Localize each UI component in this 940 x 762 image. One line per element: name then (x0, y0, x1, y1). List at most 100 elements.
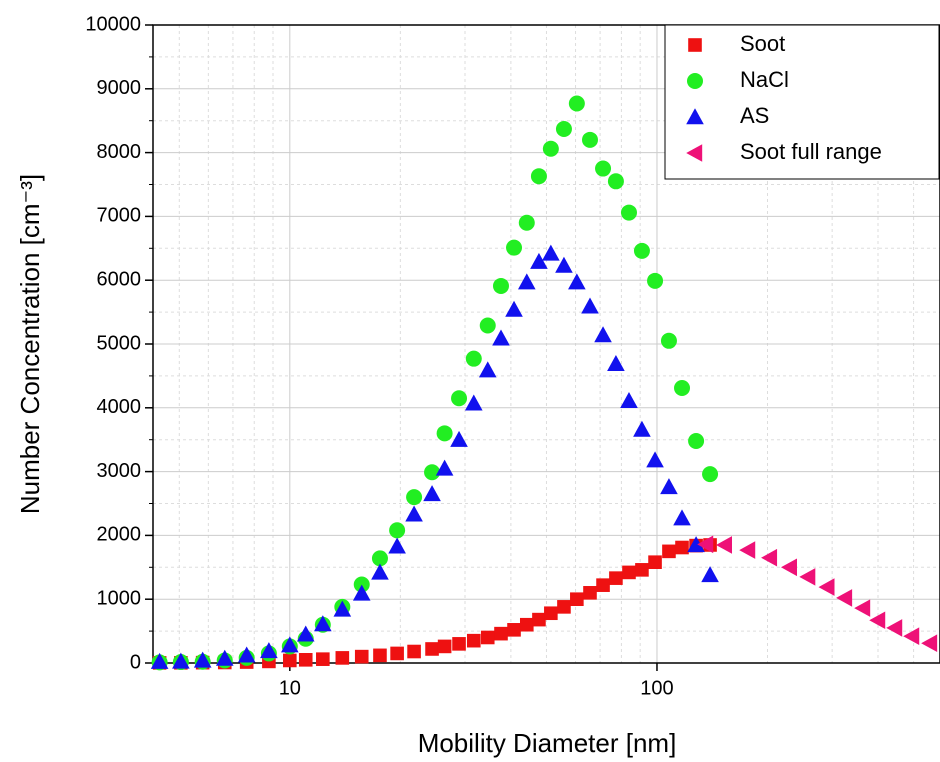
point (620, 204, 637, 221)
point (660, 332, 677, 349)
point (836, 589, 853, 607)
point (260, 642, 278, 659)
point (464, 394, 483, 411)
y-tick-label: 9000 (97, 77, 142, 99)
point (451, 390, 468, 407)
point (437, 639, 452, 654)
legend-box (664, 24, 940, 180)
y-tick-label: 6000 (97, 268, 142, 290)
point (215, 649, 234, 666)
point (352, 584, 371, 601)
x-tick-label: 10 (279, 677, 301, 699)
point (555, 256, 573, 273)
point (388, 537, 406, 554)
point (507, 623, 521, 637)
legend-marker (688, 38, 702, 52)
y-tick-label: 7000 (97, 205, 142, 227)
point (581, 297, 599, 314)
point (702, 466, 719, 483)
point (646, 451, 664, 468)
point (314, 615, 332, 632)
point (596, 578, 610, 592)
point (373, 648, 387, 663)
point (532, 612, 546, 627)
point (353, 576, 370, 593)
point (687, 536, 705, 553)
y-tick-label: 4000 (97, 396, 142, 418)
point (609, 571, 623, 585)
point (660, 478, 678, 495)
point (517, 273, 536, 290)
legend-marker (686, 108, 704, 125)
point (237, 646, 256, 663)
point (407, 644, 421, 659)
point (494, 626, 508, 641)
point (799, 568, 816, 586)
point (450, 430, 468, 447)
point (674, 380, 691, 397)
legend-marker (687, 73, 703, 89)
point (478, 361, 497, 378)
point (648, 555, 662, 569)
point (583, 586, 597, 600)
point (544, 606, 558, 621)
legend-marker (686, 144, 703, 162)
point (594, 326, 612, 343)
point (607, 173, 624, 190)
point (371, 550, 388, 567)
point (542, 244, 560, 261)
y-tick-label: 0 (130, 651, 141, 673)
point (436, 425, 453, 442)
point (739, 541, 756, 559)
point (688, 432, 705, 449)
point (620, 391, 638, 408)
point (193, 651, 212, 668)
legend-label: NaCl (740, 67, 789, 92)
point (316, 652, 330, 666)
point (697, 535, 714, 554)
y-tick-label: 1000 (97, 587, 142, 609)
point (172, 652, 190, 669)
point (281, 636, 299, 653)
point (607, 354, 625, 371)
point (886, 619, 903, 637)
point (406, 489, 423, 506)
point (435, 459, 454, 476)
point (389, 522, 406, 539)
point (518, 214, 535, 231)
point (335, 651, 350, 665)
y-tick-label: 10000 (85, 13, 141, 35)
point (506, 239, 523, 256)
point (622, 565, 636, 580)
point (519, 617, 534, 632)
plot-frame (152, 24, 940, 664)
point (354, 649, 369, 664)
point (818, 578, 835, 596)
point (633, 242, 650, 259)
point (555, 120, 572, 137)
y-tick-label: 8000 (97, 141, 142, 163)
point (854, 599, 871, 617)
point (635, 563, 649, 577)
point (466, 633, 481, 648)
x-tick-label: 100 (640, 677, 673, 699)
point (675, 540, 689, 555)
y-axis-label: Number Concentration [cm⁻³] (15, 174, 45, 514)
y-tick-label: 2000 (97, 524, 142, 546)
point (333, 600, 352, 617)
point (296, 625, 315, 642)
y-tick-label: 3000 (97, 460, 142, 482)
y-tick-label: 5000 (97, 332, 142, 354)
point (493, 277, 510, 294)
point (452, 637, 466, 651)
point (479, 317, 496, 334)
point (424, 464, 441, 481)
point (530, 252, 548, 269)
point (150, 652, 169, 669)
point (581, 131, 598, 148)
point (647, 272, 664, 289)
point (780, 558, 797, 577)
point (568, 95, 585, 112)
point (465, 350, 482, 367)
